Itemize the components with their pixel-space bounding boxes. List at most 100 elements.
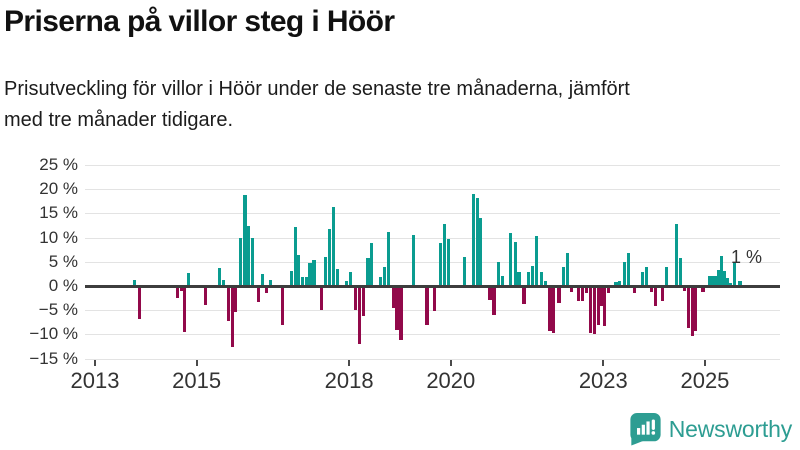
bar (501, 276, 505, 286)
bar (566, 252, 570, 286)
bar (649, 286, 654, 292)
bar (588, 286, 593, 333)
bar (531, 266, 535, 286)
bar (264, 286, 268, 293)
bar (446, 238, 450, 286)
chart-subtitle: Prisutveckling för villor i Höör under d… (4, 74, 794, 136)
bar (438, 243, 442, 286)
bar (606, 286, 610, 294)
bar (304, 277, 309, 286)
bar (710, 275, 715, 286)
bar (345, 281, 349, 286)
bar (182, 286, 187, 332)
bar (239, 238, 243, 286)
bar (319, 286, 323, 310)
newsworthy-icon (630, 412, 661, 446)
bar (425, 286, 429, 326)
bar (386, 231, 390, 286)
y-axis-label: −5 % (38, 300, 78, 320)
page-title: Priserna på villor steg i Höör (4, 5, 395, 38)
bar (331, 206, 335, 286)
bar (708, 275, 712, 286)
bar (626, 253, 630, 286)
y-axis-label: 20 % (39, 179, 78, 199)
bar (391, 286, 395, 308)
bar (289, 271, 293, 286)
gridline-25 (85, 165, 780, 166)
bar (186, 273, 191, 286)
bar (312, 259, 316, 286)
newsworthy-logo: Newsworthy (629, 412, 792, 446)
x-axis-label: 2023 (578, 367, 628, 393)
bar (412, 235, 416, 286)
bar (622, 261, 626, 286)
bar (570, 286, 574, 292)
bar (297, 255, 301, 286)
bar (690, 286, 694, 336)
x-axis-label: 2018 (324, 367, 374, 393)
bar (293, 226, 297, 286)
bar (596, 286, 600, 326)
bar (580, 286, 585, 301)
bar (513, 242, 517, 286)
bar (378, 276, 382, 286)
newsworthy-wordmark: Newsworthy (668, 415, 792, 442)
bar (472, 193, 476, 286)
bar (719, 256, 723, 286)
zero-axis-line (85, 285, 780, 288)
bar (335, 268, 340, 286)
bar (576, 286, 580, 302)
bar (348, 272, 352, 286)
subtitle-line-1: Prisutveckling för villor i Höör under d… (4, 78, 630, 100)
price-development-bar-chart: 25 % 20 % 15 % 10 % 5 % 0 % −5 % −10 % −15 % 2013… (29, 155, 780, 393)
x-axis-label: 2025 (680, 367, 730, 393)
bar (738, 281, 742, 286)
bar (226, 286, 230, 322)
x-axis-label: 2015 (172, 367, 222, 393)
y-axis-label: 10 % (39, 227, 78, 247)
bar (462, 257, 467, 286)
bar (257, 286, 261, 302)
bar (488, 286, 492, 300)
bar (683, 286, 687, 291)
bar (261, 273, 265, 286)
bar (442, 224, 446, 286)
y-axis-label: −10 % (29, 324, 78, 344)
bar (204, 286, 208, 306)
bar (584, 286, 589, 294)
bar (179, 286, 183, 291)
x-axis-tick (348, 359, 351, 366)
bar (324, 256, 328, 286)
bar (300, 276, 304, 286)
gridline-15 (85, 213, 780, 215)
bar (640, 271, 645, 286)
bar (543, 281, 547, 286)
bar (592, 286, 596, 335)
gridline-10 (85, 237, 780, 239)
gridline--15 (85, 358, 780, 360)
bar (548, 286, 552, 331)
bar (713, 275, 717, 286)
last-value-annotation: 1 % (731, 247, 763, 268)
bar (729, 282, 733, 286)
bar (701, 286, 705, 292)
y-axis-label: 0 % (48, 276, 78, 295)
bar (362, 286, 366, 316)
bar (722, 270, 726, 286)
bar (644, 266, 649, 286)
bar (217, 268, 222, 286)
x-axis-tick (195, 359, 198, 366)
bar (137, 286, 141, 320)
subtitle-line-2: med tre månader tidigare. (4, 109, 234, 131)
x-axis-tick (703, 359, 706, 366)
bar (614, 282, 618, 286)
bar (221, 280, 226, 286)
bar (732, 263, 737, 286)
y-axis-label: 5 % (48, 251, 78, 271)
bar (475, 198, 479, 286)
bar (369, 243, 374, 286)
x-axis-tick (602, 359, 605, 366)
bar (268, 280, 272, 286)
bar (479, 217, 483, 286)
